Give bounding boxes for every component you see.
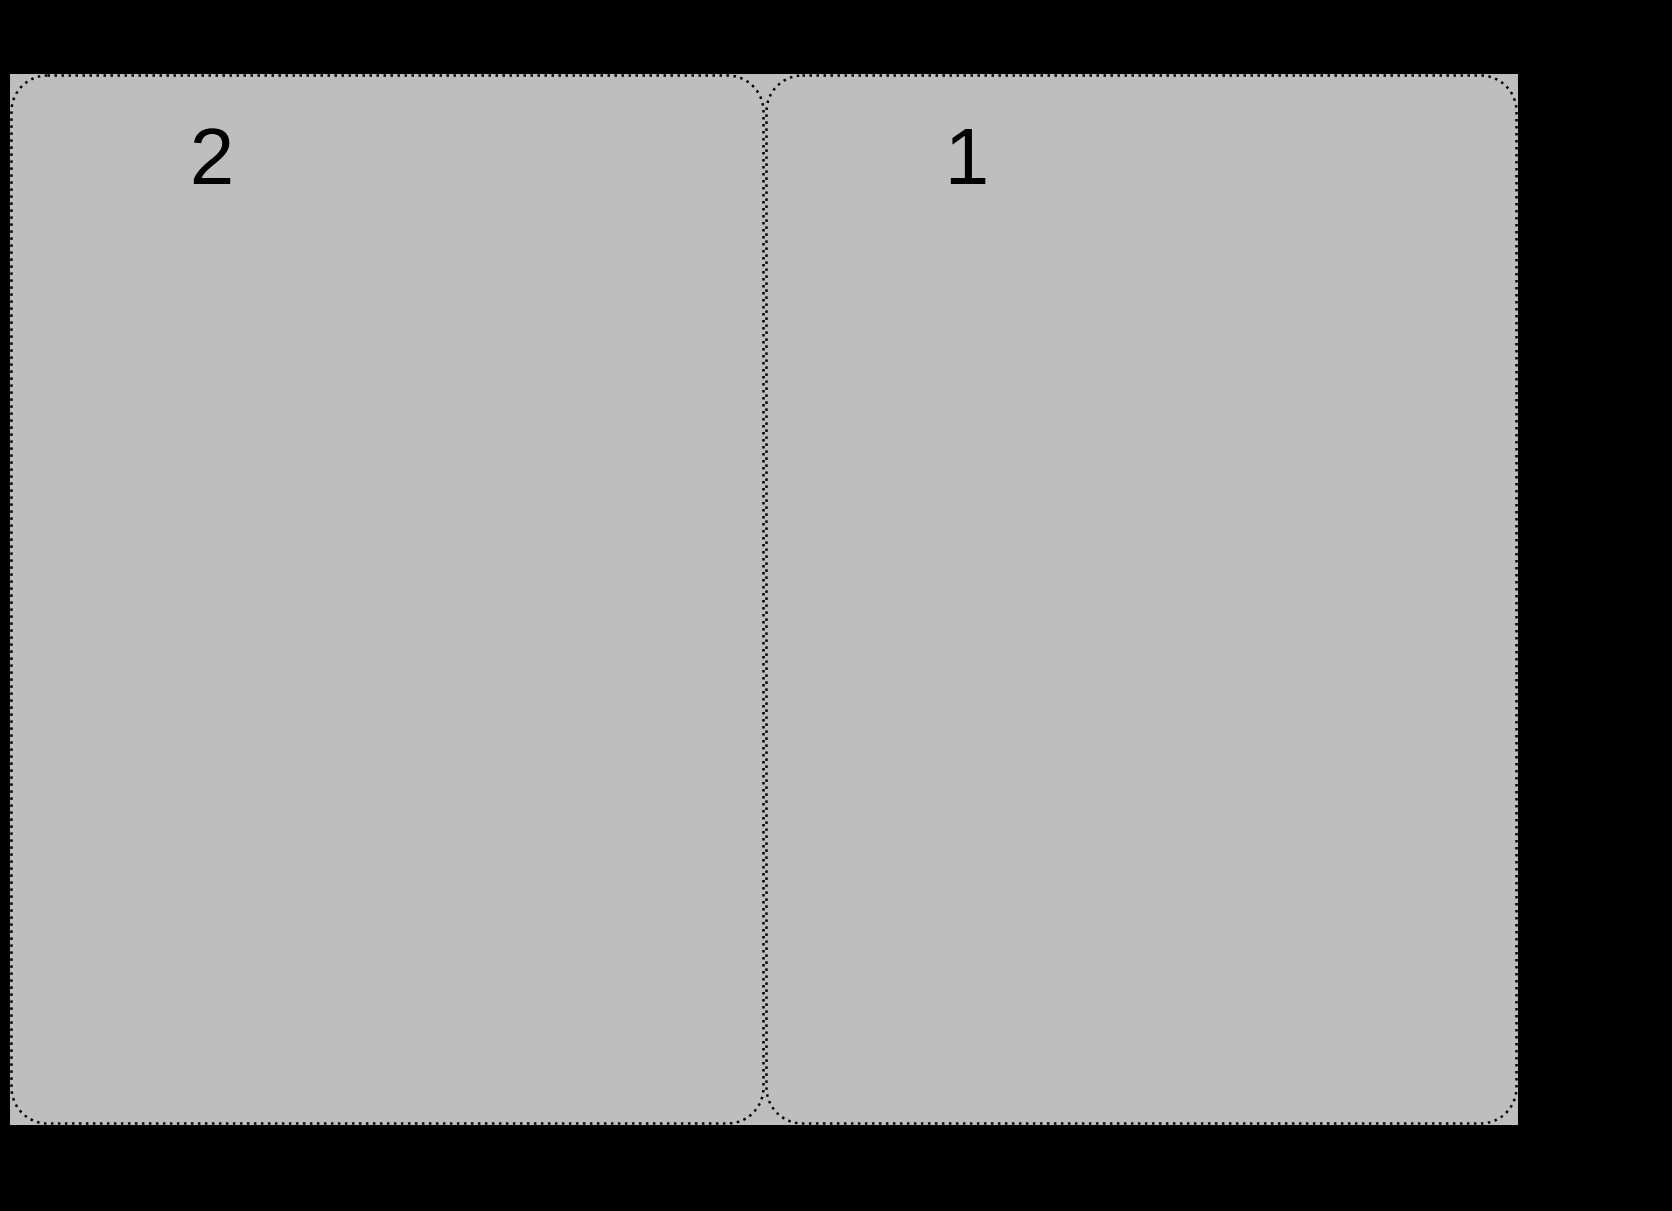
figure-panel-2: 2	[10, 74, 765, 1125]
panel-border-rect	[10, 74, 765, 1125]
figure-panel-1: 1	[765, 74, 1518, 1125]
dotted-rounded-border	[765, 74, 1518, 1125]
panel-border-rect	[765, 74, 1518, 1125]
dotted-rounded-border	[10, 74, 765, 1125]
panel-number-label: 1	[944, 112, 990, 201]
panel-number-label: 2	[189, 112, 235, 201]
